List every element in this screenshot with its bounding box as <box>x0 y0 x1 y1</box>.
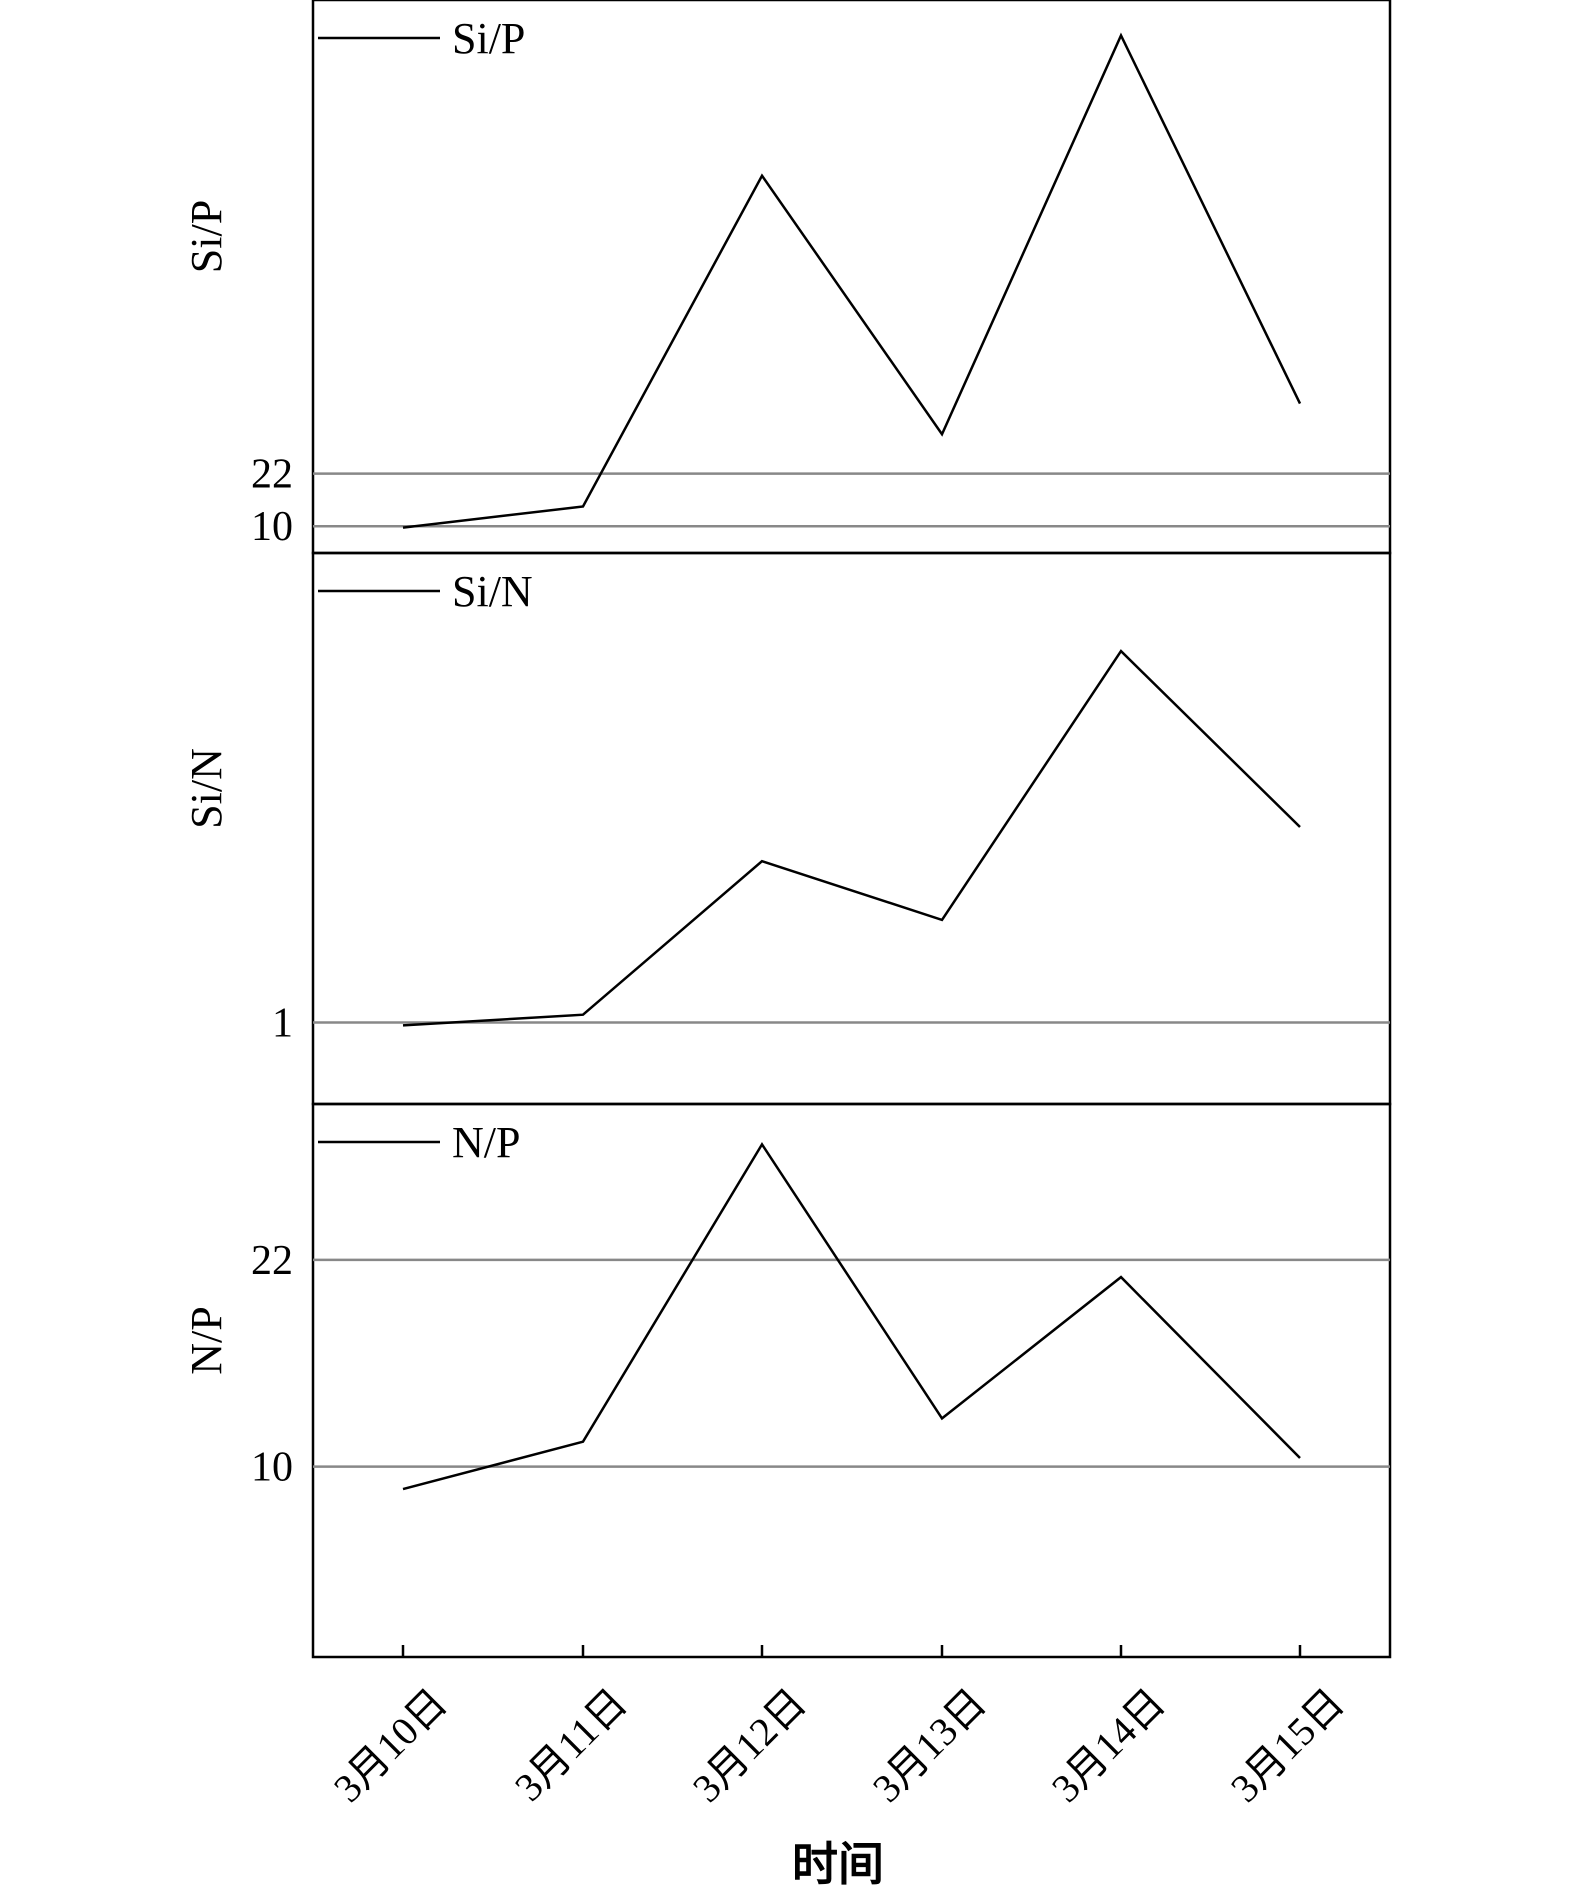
y-axis-label: N/P <box>182 1306 231 1374</box>
legend-label: Si/N <box>452 567 533 616</box>
y-tick-label-10: 10 <box>251 504 293 550</box>
x-tick-label: 3月13日 <box>864 1680 995 1811</box>
x-tick-label: 3月10日 <box>325 1680 456 1811</box>
x-tick-label: 3月14日 <box>1043 1680 1174 1811</box>
x-axis-label: 时间 <box>792 1837 884 1891</box>
x-tick-label: 3月12日 <box>684 1680 815 1811</box>
legend-label: Si/P <box>452 14 525 63</box>
series-line-N/P <box>402 1142 1301 1491</box>
y-tick-label-1: 1 <box>272 1000 293 1046</box>
y-tick-label-10: 10 <box>251 1445 293 1491</box>
y-axis-label: Si/P <box>182 200 231 273</box>
y-tick-label-22: 22 <box>251 1238 293 1284</box>
x-tick-label: 3月11日 <box>506 1680 636 1810</box>
legend-label: N/P <box>452 1118 520 1167</box>
panel-frame-1 <box>311 0 1392 555</box>
y-axis-label: Si/N <box>182 748 231 829</box>
panel-frame-3 <box>311 1102 1392 1659</box>
series-line-Si/N <box>402 649 1301 1027</box>
x-tick-label: 3月15日 <box>1222 1680 1353 1811</box>
y-tick-label-22: 22 <box>251 452 293 498</box>
series-line-Si/P <box>402 32 1302 529</box>
